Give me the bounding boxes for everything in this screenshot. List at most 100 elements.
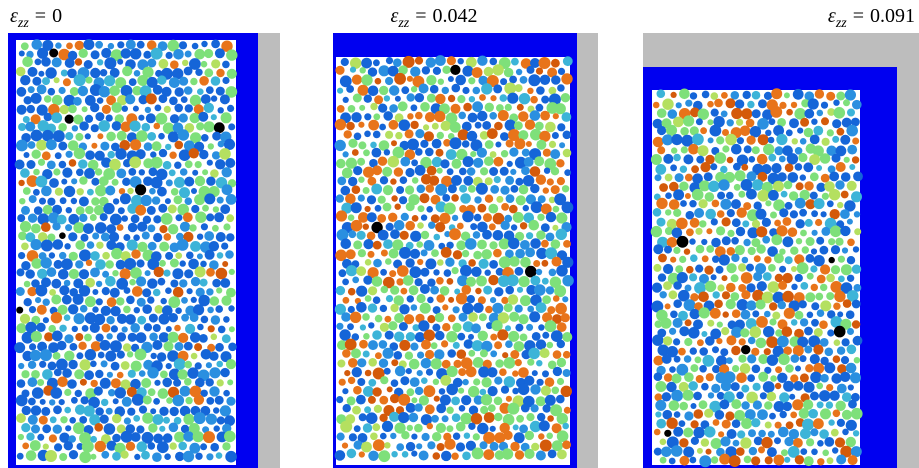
particle (516, 414, 524, 423)
particle (169, 114, 180, 124)
particle (505, 175, 515, 185)
particle (495, 267, 504, 276)
particle (804, 218, 813, 227)
particle (351, 348, 361, 359)
particle (699, 180, 711, 192)
particle (125, 94, 136, 105)
particle (670, 91, 677, 98)
particle (787, 446, 800, 458)
particle (123, 234, 131, 241)
particle (200, 94, 211, 105)
particle (735, 226, 746, 237)
particle (726, 429, 737, 439)
particle (704, 408, 714, 418)
particle (76, 352, 84, 360)
particle (83, 425, 94, 435)
particle (748, 446, 758, 456)
particle (527, 105, 535, 113)
particle (195, 377, 205, 388)
particle (683, 355, 692, 363)
particle (206, 453, 214, 461)
particle (824, 347, 834, 357)
panel-label: εzz = 0.091 (828, 5, 915, 31)
particle (131, 249, 141, 259)
particle (432, 452, 441, 460)
particle (700, 438, 710, 447)
particle (348, 176, 358, 187)
particle (52, 130, 65, 143)
particle (174, 87, 184, 97)
particle (378, 140, 390, 151)
particle (538, 433, 545, 440)
particle (515, 195, 526, 206)
particle (65, 132, 74, 141)
particle (758, 446, 765, 454)
particle (556, 339, 565, 349)
particle (851, 191, 862, 203)
particle (659, 183, 668, 192)
particle (221, 40, 233, 52)
particle (816, 165, 823, 171)
particle (358, 121, 365, 128)
particle (652, 118, 663, 129)
particle (463, 175, 474, 186)
particle (492, 230, 504, 241)
particle (524, 448, 535, 459)
particle (226, 396, 236, 406)
particle (182, 59, 189, 66)
particle (813, 328, 823, 337)
particle (51, 94, 63, 106)
particle (193, 412, 206, 425)
particle (468, 259, 476, 267)
particle (445, 112, 458, 125)
particle (495, 141, 502, 148)
particle (60, 416, 68, 424)
particle (414, 423, 423, 433)
particle (833, 339, 841, 347)
particle (182, 450, 195, 463)
particle (778, 155, 786, 163)
particle (527, 305, 535, 313)
particle (50, 387, 63, 399)
particle (401, 451, 409, 458)
particle (135, 184, 147, 196)
particle (101, 398, 109, 407)
particle (179, 385, 191, 397)
particle (348, 230, 357, 239)
particle (741, 401, 750, 410)
particle (542, 404, 551, 413)
particle (490, 297, 497, 304)
particle (36, 139, 47, 151)
particle (747, 336, 756, 345)
particle (381, 420, 394, 432)
particle (115, 77, 127, 89)
particle (39, 398, 46, 405)
particle (845, 310, 855, 320)
particle (130, 214, 140, 224)
particle (30, 239, 42, 251)
particle (731, 399, 742, 410)
particle (81, 325, 89, 332)
particle (121, 326, 128, 333)
particle (394, 331, 405, 342)
particle (227, 379, 234, 386)
particle (101, 450, 110, 459)
particle (852, 430, 860, 437)
particle (388, 321, 398, 331)
particle (382, 166, 393, 177)
particle (451, 396, 460, 406)
particle (442, 304, 449, 311)
particle (689, 308, 700, 320)
particle (505, 194, 515, 204)
particle (475, 182, 488, 195)
particle (394, 365, 406, 377)
particle (148, 313, 158, 323)
particle (220, 278, 231, 288)
particle (170, 279, 179, 288)
particle (370, 102, 378, 111)
particle (468, 405, 479, 415)
particle (706, 245, 715, 253)
particle (779, 248, 786, 255)
particle (689, 200, 697, 208)
